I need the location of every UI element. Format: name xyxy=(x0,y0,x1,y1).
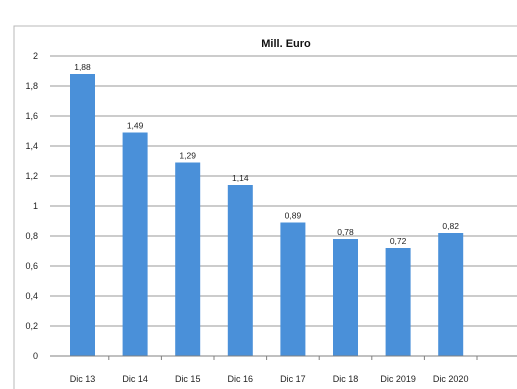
y-tick-label: 1,6 xyxy=(25,111,38,121)
x-tick-label: Dic 18 xyxy=(333,374,359,384)
y-tick-label: 0,4 xyxy=(25,291,38,301)
y-tick-label: 1 xyxy=(33,201,38,211)
bar xyxy=(175,162,201,356)
bar xyxy=(280,222,306,356)
data-label: 0,78 xyxy=(337,227,354,237)
bar xyxy=(70,74,95,356)
data-labels: 1,88 1,49 1,29 1,14 0,89 0,78 0,72 0,82 xyxy=(74,62,459,246)
x-tick-label: Dic 17 xyxy=(280,374,306,384)
y-tick-label: 1,4 xyxy=(25,141,38,151)
y-axis-ticks: 0 0,2 0,4 0,6 0,8 1 1,2 1,4 1,6 1,8 2 xyxy=(25,51,38,361)
x-axis-ticks: Dic 13 Dic 14 Dic 15 Dic 16 Dic 17 Dic 18 Dic … xyxy=(70,356,478,384)
y-tick-label: 0,2 xyxy=(25,321,38,331)
chart-title: Mill. Euro xyxy=(261,38,311,50)
data-label: 1,14 xyxy=(232,173,249,183)
x-tick-label: Dic 2019 xyxy=(380,374,416,384)
bars xyxy=(70,74,464,356)
x-tick-label: Dic 15 xyxy=(175,374,201,384)
x-tick-label: Dic 14 xyxy=(122,374,148,384)
data-label: 1,29 xyxy=(179,151,196,161)
x-tick-label: Dic 16 xyxy=(228,374,254,384)
bar xyxy=(385,248,411,356)
bar xyxy=(333,239,358,356)
y-tick-label: 0 xyxy=(33,351,38,361)
bar xyxy=(438,233,464,356)
x-tick-label: Dic 2020 xyxy=(433,374,469,384)
y-tick-label: 2 xyxy=(33,51,38,61)
y-tick-label: 1,8 xyxy=(25,81,38,91)
y-tick-label: 0,8 xyxy=(25,231,38,241)
data-label: 0,72 xyxy=(390,236,407,246)
y-tick-label: 0,6 xyxy=(25,261,38,271)
data-label: 1,88 xyxy=(74,62,91,72)
data-label: 0,82 xyxy=(442,221,459,231)
bar xyxy=(227,185,253,356)
bar xyxy=(122,132,148,356)
x-tick-label: Dic 13 xyxy=(70,374,96,384)
data-label: 1,49 xyxy=(127,121,144,131)
y-tick-label: 1,2 xyxy=(25,171,38,181)
data-label: 0,89 xyxy=(285,211,302,221)
